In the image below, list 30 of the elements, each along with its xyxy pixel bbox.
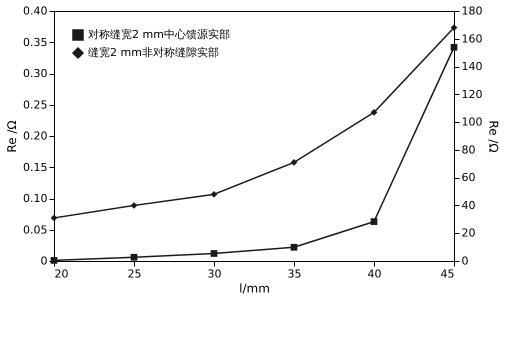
y2-tick-label: 140 [462,60,482,74]
x-tick-label: 25 [128,268,142,280]
y2-tick-label: 120 [462,88,482,101]
y2-tick-label: 60 [462,171,476,184]
y-tick-label: 0.10 [23,192,48,205]
x-tick-label: 30 [208,268,222,280]
y2-tick-label: 160 [462,32,482,46]
y-tick-label: 0.40 [23,4,48,18]
y2-tick-label: 180 [462,4,482,18]
y-tick-label: 0.30 [23,67,48,80]
y2-tick-label: 100 [462,116,482,129]
y-tick-label: 0 [40,254,48,268]
y-axis-title: Re /Ω [5,120,20,153]
y-tick-label: 0.25 [23,98,48,112]
y2-tick-label: 80 [462,143,476,156]
y-tick-label: 0.05 [23,223,48,236]
x-tick-label: 35 [288,268,302,280]
x-axis-title: l/mm [239,282,270,296]
x-tick-label: 40 [368,268,382,280]
y2-tick-label: 40 [462,198,476,212]
y-tick-label: 0.15 [23,160,48,174]
x-tick-label: 45 [440,268,454,280]
x-tick-label: 20 [54,268,68,280]
y-tick-label: 0.35 [23,36,48,49]
legend-label: 对称缝宽2 mm中心馈源实部 [88,28,230,41]
y2-axis-title: Re /Ω [486,120,500,153]
y-tick-label: 0.20 [23,130,48,142]
y2-tick-label: 0 [462,254,468,268]
y2-tick-label: 20 [462,226,476,240]
legend-label: 缝宽2 mm非对称缝隙实部 [88,46,219,59]
